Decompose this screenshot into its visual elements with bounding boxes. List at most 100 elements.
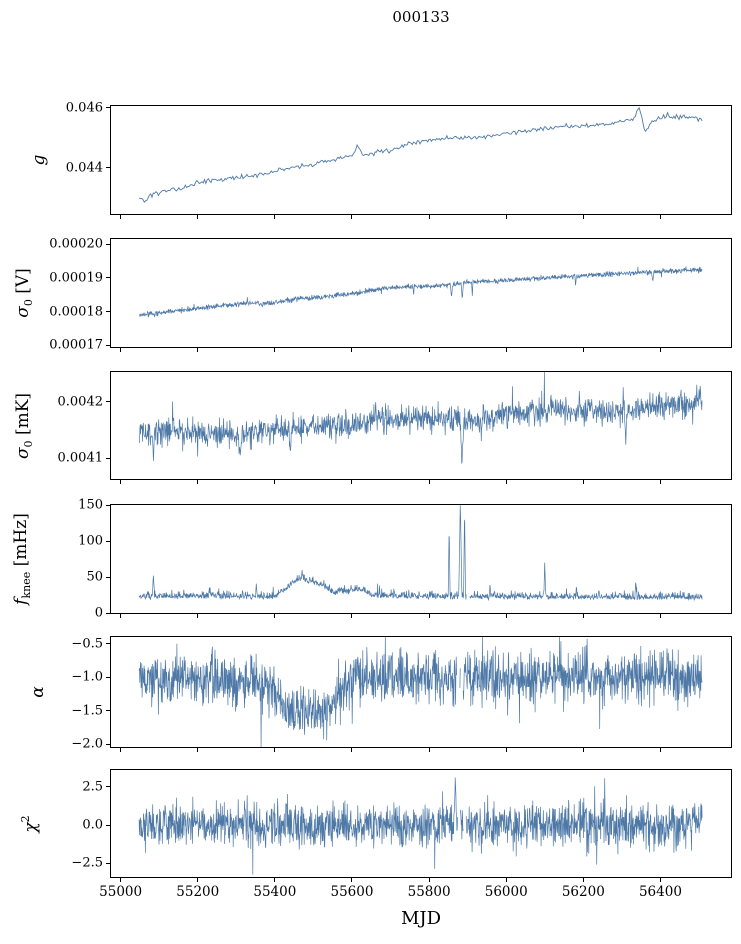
x-tick	[120, 748, 122, 752]
y-tick	[106, 504, 110, 506]
y-tick	[106, 786, 110, 788]
x-tick	[659, 614, 661, 618]
x-tick	[120, 215, 122, 219]
series-path-sigma0_V	[139, 266, 703, 318]
x-tick	[659, 748, 661, 752]
x-tick	[197, 614, 199, 618]
y-tick-label: 0.00018	[49, 304, 103, 320]
x-tick	[505, 878, 507, 882]
y-tick-label: 0.0	[82, 817, 103, 833]
y-axis-label-sigma0_V: σ0 [V]	[12, 268, 36, 318]
y-axis-label-fknee: fknee [mHz]	[10, 513, 34, 605]
y-tick-label: 0.044	[65, 160, 103, 175]
y-axis-label-sigma0_mK: σ0 [mK]	[12, 392, 36, 459]
series-plot-sigma0_V	[139, 266, 703, 318]
x-tick	[197, 878, 199, 882]
y-tick-label: −1.0	[71, 669, 103, 685]
x-tick	[582, 614, 584, 618]
subplot-chi2: 2.5 0.0 −2.5	[71, 769, 732, 882]
y-axis-label-chi2: χ2	[19, 814, 41, 833]
y-tick	[106, 824, 110, 826]
x-tick	[274, 878, 276, 882]
y-tick-label: 2.5	[82, 779, 103, 795]
y-tick-label: 0.046	[65, 100, 103, 115]
x-tick-label: 55400	[253, 884, 297, 900]
x-tick	[351, 215, 353, 219]
series-path-fknee	[138, 505, 703, 602]
y-tick-label: 0.00019	[49, 270, 103, 286]
x-tick	[505, 748, 507, 752]
y-tick	[106, 167, 110, 168]
y-tick-label: 0.0042	[57, 394, 104, 410]
x-tick	[274, 614, 276, 618]
x-tick	[582, 348, 584, 352]
series-plot-sigma0_mK	[138, 372, 703, 464]
x-tick-label: 56000	[484, 884, 528, 900]
y-tick	[106, 710, 110, 712]
x-tick	[120, 348, 122, 352]
y-tick-label: 50	[86, 569, 103, 585]
y-tick-label: −0.5	[71, 636, 103, 652]
x-tick	[197, 348, 199, 352]
x-tick	[659, 348, 661, 352]
x-tick	[582, 878, 584, 882]
x-tick	[351, 614, 353, 618]
x-tick	[428, 215, 430, 219]
x-tick	[659, 215, 661, 219]
chart-title: 000133	[392, 8, 450, 26]
x-tick	[428, 480, 430, 484]
y-tick-label: 0.00020	[49, 236, 103, 252]
x-tick	[505, 480, 507, 484]
y-tick	[106, 643, 110, 645]
y-tick	[106, 576, 110, 578]
y-tick	[106, 344, 110, 346]
subplot-alpha: −0.5 −1.0 −1.5 −2.0	[71, 636, 732, 752]
series-plot-g	[138, 106, 703, 203]
x-tick	[659, 480, 661, 484]
y-tick-label: 0.00017	[49, 337, 103, 353]
series-path-sigma0_mK	[138, 372, 703, 464]
x-tick	[582, 215, 584, 219]
series-path-g	[138, 106, 703, 203]
x-tick	[274, 215, 276, 219]
y-tick	[106, 401, 110, 403]
subplot-fknee: 150 100 50 0	[78, 498, 732, 621]
series-path-alpha	[138, 637, 703, 747]
x-tick	[197, 215, 199, 219]
x-tick	[120, 480, 122, 484]
y-tick	[106, 277, 110, 279]
y-tick	[106, 612, 110, 614]
x-tick	[197, 748, 199, 752]
x-tick-label: 55000	[99, 884, 143, 900]
x-tick	[274, 480, 276, 484]
x-tick	[505, 348, 507, 352]
x-tick	[659, 878, 661, 882]
y-tick-label: 150	[78, 497, 103, 513]
y-tick-label: −1.5	[71, 703, 103, 719]
y-tick-label: 0	[94, 605, 103, 621]
y-tick	[106, 107, 110, 108]
x-tick-label: 56200	[561, 884, 605, 900]
x-tick	[351, 480, 353, 484]
x-tick-label: 56400	[638, 884, 682, 900]
x-tick	[120, 614, 122, 618]
x-tick	[351, 348, 353, 352]
series-plot-alpha	[138, 637, 703, 747]
x-tick	[428, 614, 430, 618]
y-tick-label: 100	[78, 533, 103, 549]
y-tick-label: −2.0	[71, 736, 103, 752]
y-tick	[106, 676, 110, 678]
x-axis-label: MJD	[400, 908, 442, 929]
series-plot-fknee	[138, 505, 703, 602]
x-tick	[428, 878, 430, 882]
x-tick-label: 55200	[176, 884, 220, 900]
y-axis-label-alpha: α	[28, 686, 48, 698]
subplot-sigma0_mK: 0.0042 0.0041	[58, 371, 732, 484]
y-tick	[106, 862, 110, 864]
x-tick	[428, 748, 430, 752]
series-plot-chi2	[138, 777, 703, 875]
x-tick	[274, 748, 276, 752]
y-tick	[106, 540, 110, 542]
series-path-chi2	[138, 777, 703, 875]
